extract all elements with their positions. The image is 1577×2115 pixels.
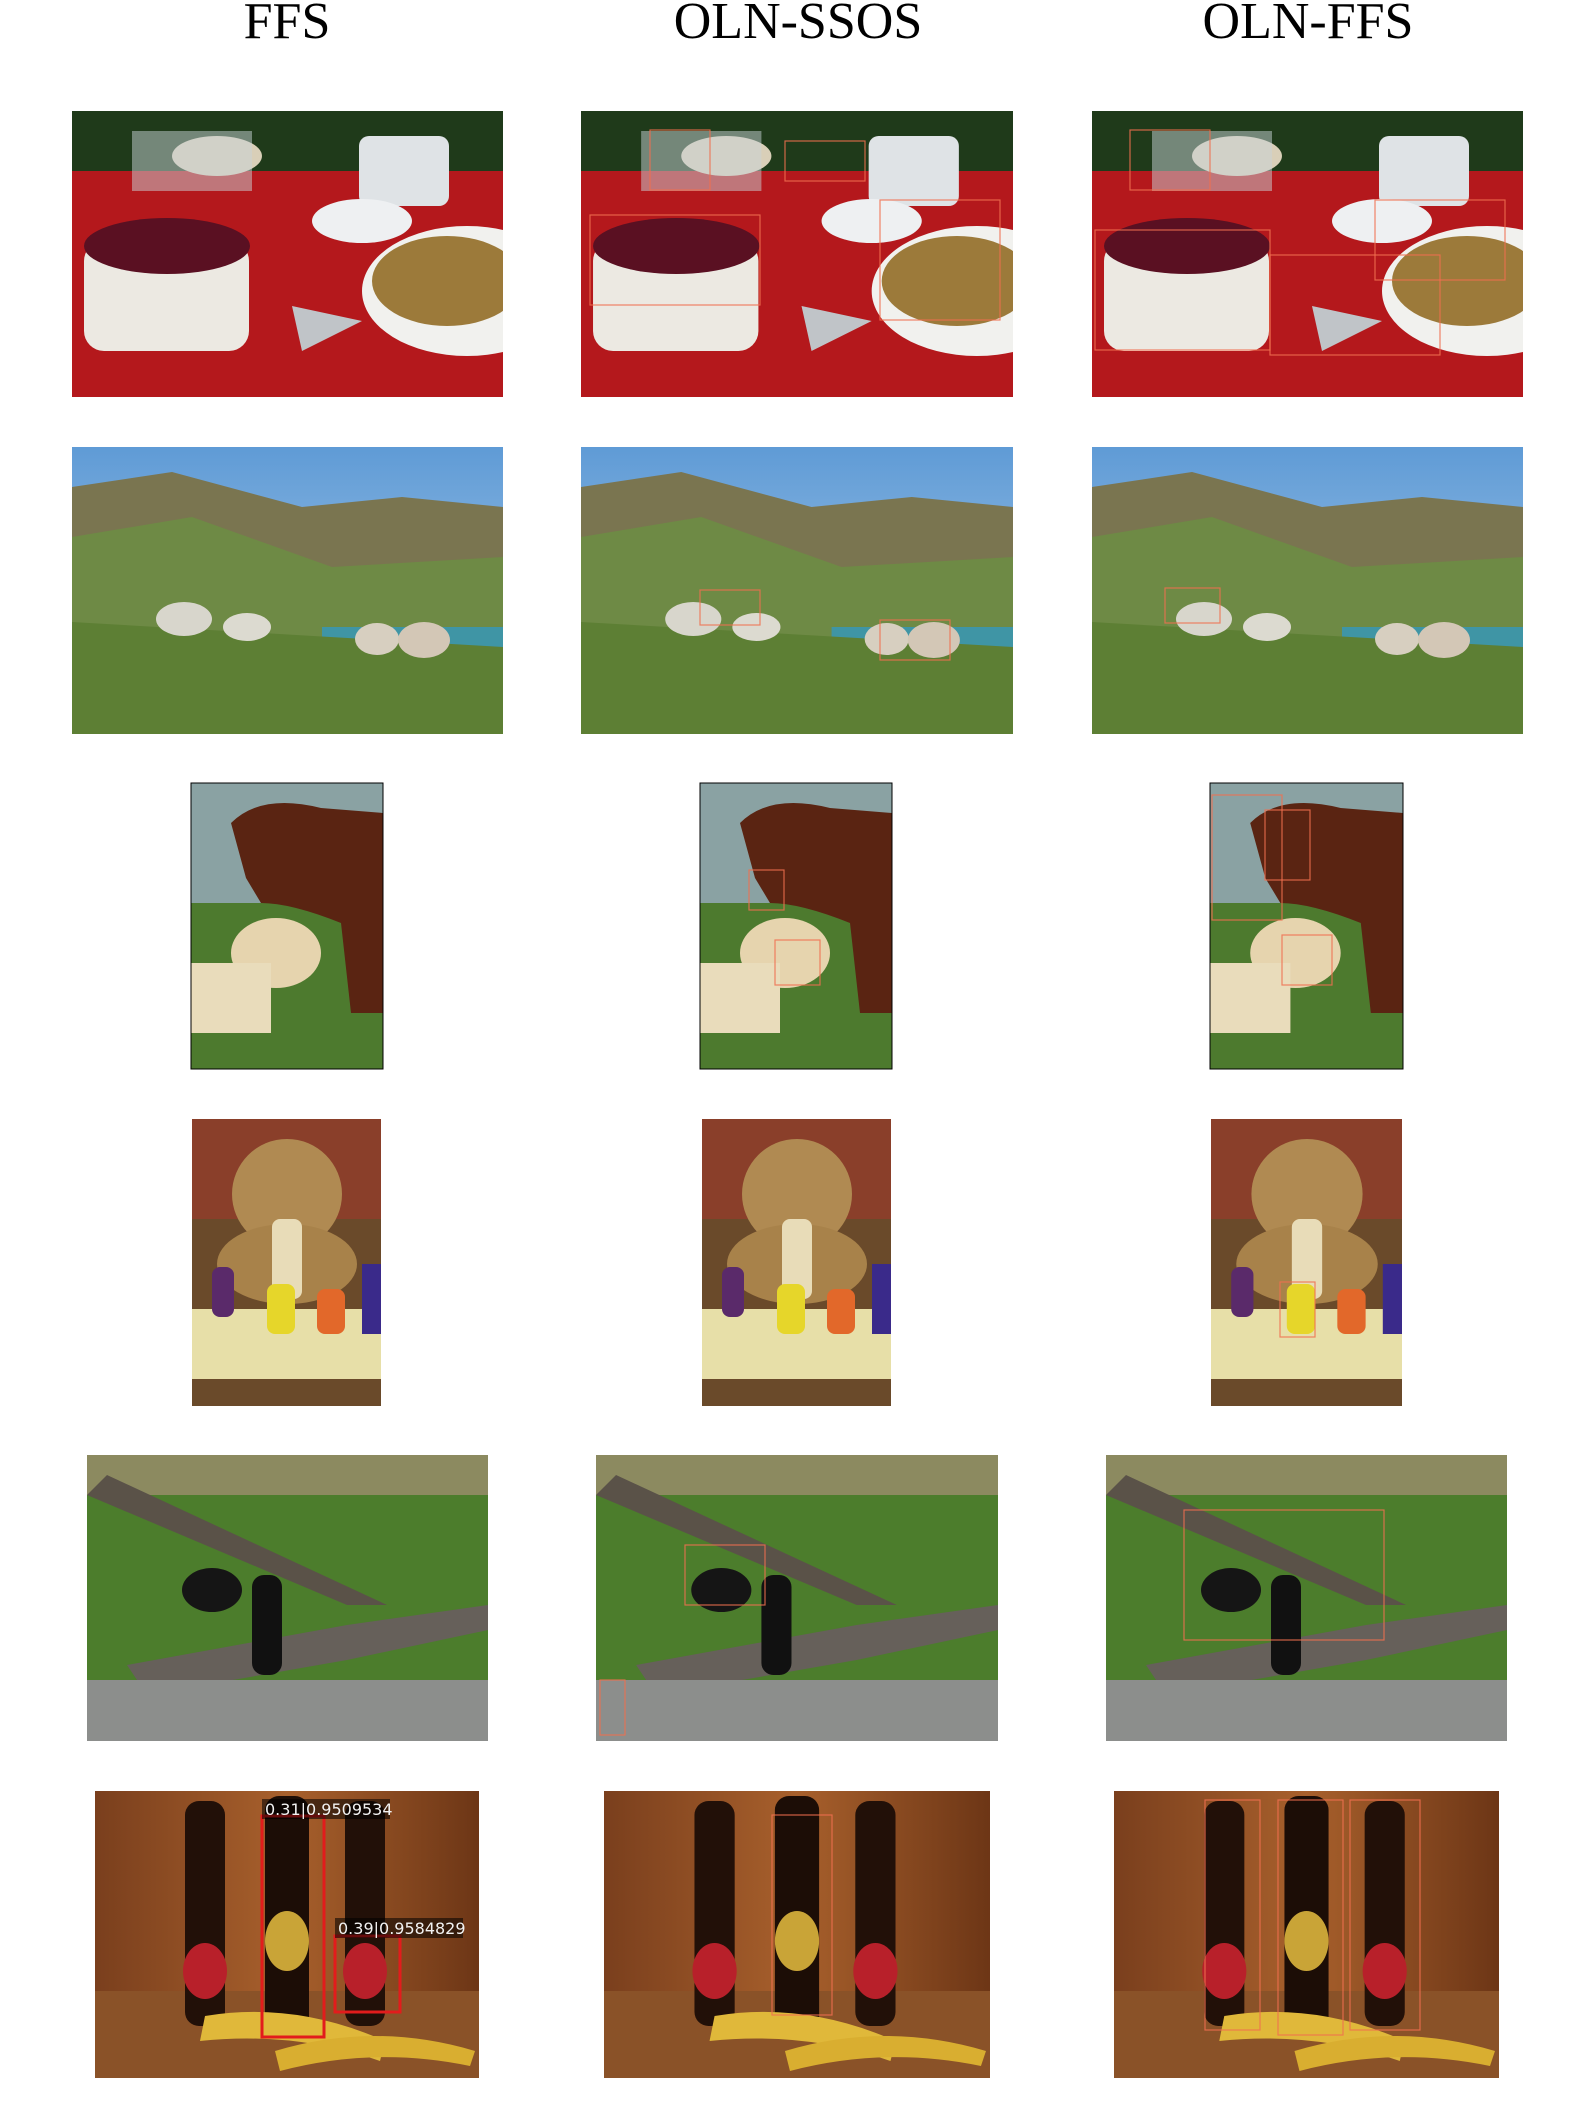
detection-box (879, 619, 951, 661)
column-header: OLN-FFS (1203, 0, 1414, 50)
photo (1106, 1455, 1507, 1741)
detection-box (599, 1679, 626, 1736)
label-background (262, 1799, 390, 1819)
detection-box (774, 939, 821, 986)
detection-box (879, 199, 1001, 321)
detection-box (649, 129, 711, 191)
detection-box (1374, 199, 1506, 281)
detection-box (748, 869, 785, 911)
photo (72, 111, 503, 397)
column-header: OLN-SSOS (674, 0, 923, 50)
photo (700, 783, 892, 1069)
frame (699, 782, 893, 1070)
detection-box (699, 589, 761, 626)
photo (192, 1119, 381, 1406)
detection-box (1164, 587, 1221, 624)
ffs-detections: 0.31|0.9509534 0.39|0.9584829 (260, 1799, 466, 2039)
detection-box (1349, 1799, 1421, 2031)
detection-box (1183, 1509, 1385, 1641)
photo (87, 1455, 488, 1741)
detection-box (1129, 129, 1211, 191)
photo (581, 111, 1013, 397)
frame (1209, 782, 1404, 1070)
frame (190, 782, 384, 1070)
photo (72, 447, 503, 734)
detection-box (1264, 809, 1311, 881)
detection-box (1281, 934, 1333, 986)
detection-box (1277, 1799, 1344, 2036)
image-grid (72, 111, 1523, 2078)
photo (1211, 1119, 1402, 1406)
photo (581, 447, 1013, 734)
detection-box (589, 214, 761, 306)
detection-box (771, 1814, 833, 2016)
label-background (335, 1918, 463, 1938)
detection-box (684, 1544, 766, 1606)
photo (596, 1455, 998, 1741)
photo (702, 1119, 891, 1406)
detection-label: 0.31|0.9509534 (265, 1800, 393, 1819)
photo (604, 1791, 990, 2078)
detection-label: 0.39|0.9584829 (338, 1919, 466, 1938)
detection-boxes (589, 129, 1506, 2036)
detection-box (1211, 794, 1283, 921)
photo (1210, 783, 1403, 1069)
detection-box (1269, 254, 1441, 356)
detection-box (1204, 1799, 1261, 2031)
detection-box (784, 140, 866, 182)
detection-box (1279, 1281, 1316, 1338)
column-header: FFS (244, 0, 331, 50)
photo (191, 783, 383, 1069)
photo (1092, 111, 1523, 397)
photo (1092, 447, 1523, 734)
